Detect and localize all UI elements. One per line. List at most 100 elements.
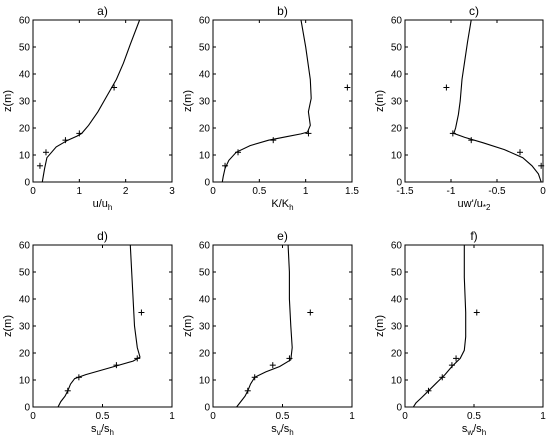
measurement-point [76, 130, 83, 137]
x-tick-label: 0 [30, 411, 36, 422]
x-axis-label-part: /s [281, 423, 290, 435]
y-axis-label: z(m) [374, 315, 386, 337]
y-tick-label: 20 [199, 124, 211, 135]
y-tick-label: 60 [391, 16, 403, 27]
measurement-point [425, 387, 432, 394]
y-tick-label: 0 [396, 403, 402, 414]
x-tick-label: 0 [30, 186, 36, 197]
x-tick-label: 1 [540, 411, 546, 422]
measurement-point [111, 84, 118, 91]
x-tick-label: 0 [540, 186, 546, 197]
x-axis-label-subscript: v [277, 428, 281, 437]
x-axis-label: u/uh [93, 198, 113, 212]
x-tick-label: 0 [210, 186, 216, 197]
y-tick-label: 10 [19, 151, 31, 162]
x-tick-label: -0.5 [488, 186, 506, 197]
plot-frame [32, 19, 173, 183]
x-axis-label-subscript: w [466, 428, 473, 437]
measurement-point [222, 162, 229, 169]
panel-title: c) [469, 4, 479, 18]
measurement-point [251, 374, 258, 381]
y-tick-label: 50 [19, 43, 31, 54]
measurement-point [134, 355, 141, 362]
y-tick-label: 30 [19, 97, 31, 108]
y-tick-label: 60 [199, 16, 211, 27]
y-tick-label: 60 [199, 241, 211, 252]
y-tick-label: 60 [391, 241, 403, 252]
y-tick-label: 0 [396, 178, 402, 189]
x-axis-label-subscript: u [97, 428, 101, 437]
y-tick-label: 50 [199, 268, 211, 279]
x-tick-label: 2 [123, 186, 129, 197]
y-tick-label: 40 [199, 295, 211, 306]
y-tick-label: 60 [19, 241, 31, 252]
profile-line [221, 19, 312, 183]
x-tick-label: 1 [169, 411, 175, 422]
panel-title: f) [470, 229, 477, 243]
measurement-point [36, 162, 43, 169]
x-axis-label-part: s [271, 423, 277, 435]
y-tick-label: 10 [391, 376, 403, 387]
measurement-point [244, 387, 251, 394]
y-tick-label: 40 [19, 70, 31, 81]
y-tick-label: 20 [19, 124, 31, 135]
x-tick-label: -1.5 [396, 186, 414, 197]
y-tick-label: 30 [391, 97, 403, 108]
measurement-point [270, 137, 277, 144]
y-tick-label: 0 [204, 403, 210, 414]
measurement-point [344, 84, 351, 91]
measurement-point [64, 387, 71, 394]
x-axis-label-part: uw'/u [458, 198, 483, 210]
panel-title: b) [277, 4, 288, 18]
x-tick-label: 1 [77, 186, 83, 197]
profile-line [57, 244, 141, 408]
panel-title: a) [97, 4, 108, 18]
x-tick-label: 0.5 [276, 411, 290, 422]
y-tick-label: 60 [19, 16, 31, 27]
y-tick-label: 20 [391, 349, 403, 360]
y-tick-label: 40 [19, 295, 31, 306]
panel-c: -1.5 -1 -0.5 0 0 10 20 30 40 50 60 c) z(m) uw'/u*2 [374, 4, 546, 212]
plot-frame [212, 244, 353, 408]
x-tick-label: -1 [447, 186, 456, 197]
y-tick-label: 50 [391, 43, 403, 54]
x-axis-label: sw/sh [462, 423, 486, 437]
measurement-point [307, 309, 314, 316]
y-tick-label: 0 [24, 178, 30, 189]
x-axis-label-subscript: h [289, 428, 293, 437]
x-axis-label-part: u/u [93, 198, 108, 210]
x-tick-label: 0.5 [252, 186, 266, 197]
x-axis-label-subscript: h [289, 203, 293, 212]
measurement-point [449, 130, 456, 137]
y-axis-label: z(m) [374, 90, 386, 112]
y-axis-label: z(m) [2, 315, 14, 337]
y-tick-label: 40 [391, 295, 403, 306]
y-tick-label: 20 [391, 124, 403, 135]
x-axis-label: uw'/u*2 [458, 198, 491, 212]
y-tick-label: 20 [199, 349, 211, 360]
x-tick-label: 1 [349, 411, 355, 422]
measurement-point [453, 355, 460, 362]
y-tick-label: 0 [204, 178, 210, 189]
x-axis-label-part: s [91, 423, 97, 435]
x-axis-label-part: /s [473, 423, 482, 435]
x-axis-label-part: /s [101, 423, 110, 435]
measurement-point [305, 130, 312, 137]
measurement-point [113, 362, 120, 369]
x-tick-label: 0.5 [467, 411, 481, 422]
x-axis-label-part: s [462, 423, 468, 435]
y-tick-label: 50 [199, 43, 211, 54]
x-axis-label: sv/sh [271, 423, 294, 437]
panel-b: 0 0.5 1 1.5 0 10 20 30 40 50 60 b) z(m) K/Kh [182, 4, 359, 212]
y-axis-label: z(m) [2, 90, 14, 112]
x-tick-label: 0.5 [96, 411, 110, 422]
measurement-point [439, 374, 446, 381]
x-axis-label-subscript: h [482, 428, 486, 437]
x-axis-label-subscript: *2 [483, 203, 491, 212]
measurement-point [75, 374, 82, 381]
y-tick-label: 40 [391, 70, 403, 81]
x-axis-label-part: K/K [271, 198, 289, 210]
